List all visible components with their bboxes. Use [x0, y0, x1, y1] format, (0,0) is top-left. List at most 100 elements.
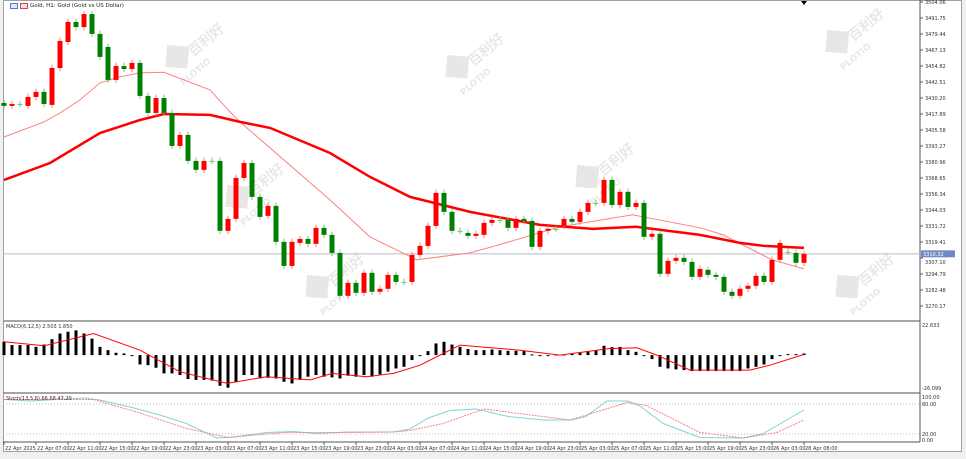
candle[interactable] — [449, 211, 455, 231]
candle[interactable] — [193, 160, 199, 170]
candle[interactable] — [489, 219, 495, 223]
candle[interactable] — [505, 219, 511, 228]
candle[interactable] — [745, 285, 751, 289]
candle[interactable] — [441, 192, 447, 212]
candle[interactable] — [697, 268, 703, 277]
candle[interactable] — [249, 162, 255, 197]
candle[interactable] — [721, 276, 727, 292]
candle[interactable] — [225, 218, 231, 231]
candle[interactable] — [369, 272, 375, 292]
candle[interactable] — [49, 67, 55, 105]
candle[interactable] — [41, 91, 47, 104]
candle[interactable] — [329, 234, 335, 253]
candle[interactable] — [585, 202, 591, 212]
candle[interactable] — [665, 260, 671, 274]
candle[interactable] — [209, 160, 215, 162]
candle[interactable] — [529, 220, 535, 247]
candle[interactable] — [625, 191, 631, 207]
candle[interactable] — [105, 46, 111, 80]
candle[interactable] — [641, 202, 647, 237]
candle[interactable] — [273, 205, 279, 242]
candle[interactable] — [521, 218, 527, 221]
candle[interactable] — [201, 160, 207, 170]
candle[interactable] — [233, 177, 239, 219]
candle[interactable] — [513, 218, 519, 228]
candle[interactable] — [113, 66, 119, 80]
candle[interactable] — [401, 281, 407, 283]
candle[interactable] — [393, 274, 399, 282]
candle[interactable] — [337, 252, 343, 296]
candle[interactable] — [65, 21, 71, 42]
candle[interactable] — [289, 241, 295, 266]
candle[interactable] — [577, 211, 583, 222]
candle[interactable] — [89, 14, 95, 34]
candle[interactable] — [17, 103, 23, 105]
candle[interactable] — [121, 66, 127, 70]
candle[interactable] — [321, 227, 327, 235]
candle[interactable] — [769, 259, 775, 282]
candle[interactable] — [305, 238, 311, 244]
candle[interactable] — [497, 219, 503, 221]
candle[interactable] — [473, 233, 479, 236]
candle[interactable] — [137, 62, 143, 96]
candle[interactable] — [785, 251, 791, 253]
candle[interactable] — [593, 202, 599, 204]
candle[interactable] — [481, 222, 487, 235]
candle[interactable] — [313, 227, 319, 244]
candle[interactable] — [169, 112, 175, 146]
candle[interactable] — [57, 40, 63, 68]
candle[interactable] — [617, 191, 623, 205]
candle[interactable] — [161, 98, 167, 113]
candle[interactable] — [793, 252, 799, 263]
candle[interactable] — [281, 241, 287, 266]
candle[interactable] — [705, 269, 711, 275]
chart-shift-marker-icon[interactable] — [801, 1, 807, 5]
candle[interactable] — [753, 275, 759, 286]
candle[interactable] — [417, 245, 423, 255]
candle[interactable] — [633, 202, 639, 207]
candle[interactable] — [425, 225, 431, 246]
candle[interactable] — [297, 238, 303, 243]
candle[interactable] — [9, 103, 15, 106]
candle[interactable] — [681, 257, 687, 262]
candle[interactable] — [801, 253, 807, 263]
candle[interactable] — [353, 282, 359, 293]
candle[interactable] — [25, 96, 31, 106]
candle[interactable] — [713, 274, 719, 277]
candle[interactable] — [761, 275, 767, 282]
candle[interactable] — [185, 134, 191, 161]
candle[interactable] — [673, 257, 679, 261]
candle[interactable] — [129, 62, 135, 70]
candle[interactable] — [73, 21, 79, 28]
candle[interactable] — [729, 291, 735, 296]
candle[interactable] — [145, 95, 151, 113]
candle[interactable] — [377, 288, 383, 292]
candle[interactable] — [433, 192, 439, 226]
candle[interactable] — [777, 242, 783, 260]
candle[interactable] — [241, 162, 247, 178]
candle[interactable] — [457, 230, 463, 232]
candle[interactable] — [689, 261, 695, 277]
candle[interactable] — [649, 233, 655, 237]
candle[interactable] — [601, 179, 607, 203]
candle[interactable] — [537, 230, 543, 247]
candle[interactable] — [177, 134, 183, 146]
candle[interactable] — [409, 254, 415, 282]
candle[interactable] — [385, 274, 391, 289]
candle[interactable] — [361, 272, 367, 293]
candle[interactable] — [217, 160, 223, 231]
candle[interactable] — [345, 282, 351, 296]
candle[interactable] — [265, 205, 271, 216]
candle[interactable] — [97, 33, 103, 57]
candle[interactable] — [33, 91, 39, 97]
candle[interactable] — [257, 196, 263, 217]
candle[interactable] — [657, 233, 663, 274]
candle[interactable] — [1, 102, 7, 106]
candle[interactable] — [153, 98, 159, 113]
candle[interactable] — [81, 14, 87, 28]
candle[interactable] — [569, 218, 575, 222]
candle[interactable] — [465, 232, 471, 236]
candle[interactable] — [553, 228, 559, 230]
candle[interactable] — [545, 228, 551, 231]
